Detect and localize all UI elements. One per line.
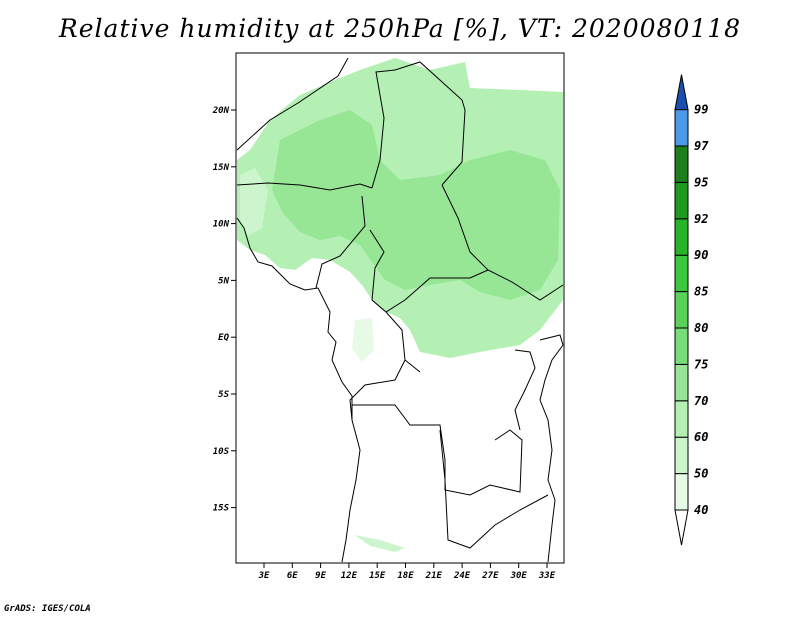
lat-tick-label: 5N (218, 276, 229, 286)
colorbar-level-label: 75 (694, 357, 708, 371)
colorbar-segment (674, 400, 689, 438)
colorbar-segment (674, 291, 689, 329)
colorbar-segment (674, 181, 689, 220)
lat-tick-label: 10N (213, 220, 230, 230)
colorbar-level-label: 60 (694, 430, 708, 444)
lon-tick-label: 21E (425, 571, 443, 581)
chart-title: Relative humidity at 250hPa [%], VT: 202… (58, 14, 742, 43)
colorbar-level-label: 92 (694, 212, 708, 226)
colorbar-level-label: 90 (694, 248, 708, 262)
colorbar-level-label: 50 (694, 467, 708, 481)
map-frame (235, 52, 565, 564)
colorbar-level-label: 97 (694, 139, 709, 153)
humidity-field-south (355, 535, 405, 552)
lat-tick-label: 5S (218, 390, 229, 400)
credit-label: GrADS: IGES/COLA (4, 604, 91, 614)
country-borders (236, 57, 564, 563)
lon-tick-label: 24E (453, 571, 471, 581)
lat-tick-label: 10S (213, 447, 230, 457)
coastline-west (236, 217, 361, 563)
colorbar-level-label: 80 (694, 321, 708, 335)
border-lakes (514, 334, 564, 431)
humidity-field-light (240, 168, 268, 236)
lat-tick-label: 15N (213, 163, 230, 173)
colorbar-segment (674, 218, 689, 256)
lon-tick-label: 27E (481, 571, 499, 581)
lon-tick-label: 6E (287, 571, 298, 581)
humidity-field-light2 (352, 318, 374, 362)
colorbar-segment (674, 254, 689, 293)
colorbar-level-label: 85 (694, 285, 708, 299)
lon-tick-label: 15E (369, 571, 386, 581)
lat-tick-label: 20N (212, 106, 230, 116)
humidity-field-core (272, 110, 560, 300)
colorbar: 40 50 60 70 75 80 85 90 92 95 97 99 (674, 74, 709, 546)
colorbar-high-triangle (674, 74, 689, 111)
lon-tick-label: 33E (538, 571, 556, 581)
colorbar-segment (674, 363, 689, 402)
colorbar-level-label: 99 (694, 103, 708, 117)
coastline-east (539, 344, 564, 563)
lon-tick-label: 3E (258, 571, 270, 581)
humidity-shading (237, 58, 563, 552)
colorbar-segment (674, 327, 689, 365)
latitude-axis: 20N 15N 10N 5N EQ 5S 10S 15S (212, 106, 236, 514)
colorbar-segment (674, 109, 689, 147)
colorbar-segment (674, 145, 689, 183)
colorbar-level-label: 40 (694, 503, 708, 517)
colorbar-level-label: 70 (694, 394, 708, 408)
colorbar-segment (674, 436, 689, 475)
colorbar-level-label: 95 (694, 175, 708, 189)
border-sahel (236, 57, 564, 301)
longitude-axis: 3E 6E 9E 12E 15E 18E 21E 24E 27E 30E 33E (258, 563, 556, 581)
lon-tick-label: 9E (315, 571, 326, 581)
colorbar-segment (674, 473, 689, 511)
colorbar-low-triangle (674, 509, 689, 546)
lon-tick-label: 18E (397, 571, 414, 581)
lat-tick-label: 15S (213, 504, 230, 514)
lat-tick-label: EQ (218, 333, 229, 343)
border-central (315, 195, 549, 549)
lon-tick-label: 30E (510, 571, 528, 581)
lon-tick-label: 12E (341, 571, 358, 581)
